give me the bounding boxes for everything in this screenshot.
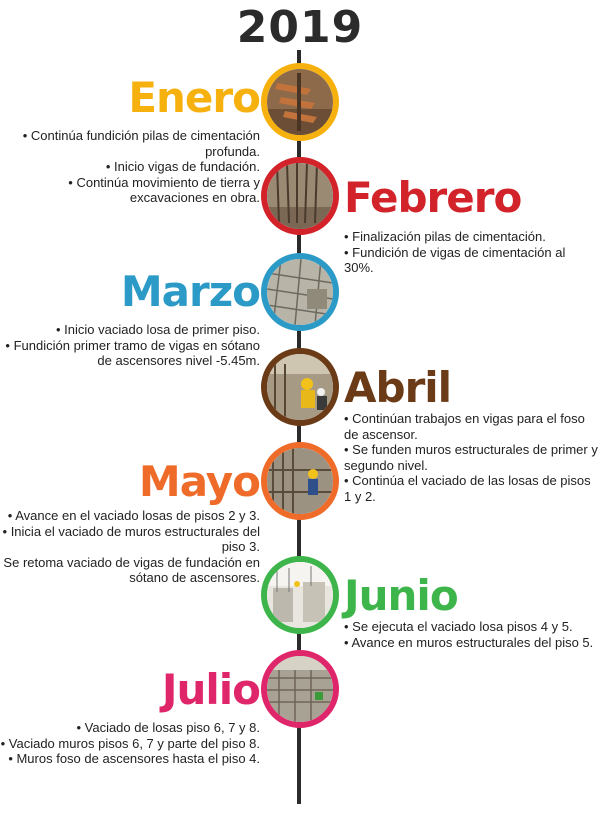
desc-item: • Inicia el vaciado de muros estructural… [2, 523, 260, 555]
month-desc-enero: • Continúa fundición pilas de cimentació… [0, 128, 260, 206]
month-desc-febrero: • Finalización pilas de cimentación. • F… [344, 229, 594, 276]
month-title-abril: Abril [344, 363, 452, 412]
month-title-junio: Junio [344, 571, 459, 620]
desc-item: • Continúa fundición pilas de cimentació… [22, 128, 260, 159]
desc-item: • Vaciado muros pisos 6, 7 y parte del p… [0, 735, 260, 751]
month-title-enero: Enero [128, 73, 261, 122]
desc-item: • Continúan trabajos en vigas para el fo… [344, 411, 585, 442]
desc-item: • Muros foso de ascensores hasta el piso… [8, 751, 260, 766]
month-photo-marzo [261, 253, 339, 331]
desc-item: • Vaciado de losas piso 6, 7 y 8. [76, 720, 260, 735]
desc-item: • Inicio vaciado losa de primer piso. [56, 322, 260, 337]
desc-item: • Finalización pilas de cimentación. [344, 229, 546, 244]
month-title-julio: Julio [161, 665, 261, 714]
month-photo-julio [261, 650, 339, 728]
desc-item: • Continúa movimiento de tierra y excava… [68, 174, 260, 206]
desc-item: • Avance en muros estructurales del piso… [344, 634, 594, 650]
month-title-marzo: Marzo [120, 267, 261, 316]
month-title-febrero: Febrero [344, 173, 522, 222]
desc-item: • Continúa el vaciado de las losas de pi… [344, 473, 591, 504]
month-photo-febrero [261, 157, 339, 235]
desc-item: • Avance en el vaciado losas de pisos 2 … [7, 508, 260, 523]
month-desc-junio: • Se ejecuta el vaciado losa pisos 4 y 5… [344, 619, 594, 650]
desc-item: • Fundición de vigas de cimentación al 3… [344, 244, 566, 276]
month-photo-mayo [261, 442, 339, 520]
desc-item: • Inicio vigas de fundación. [105, 159, 260, 174]
month-desc-mayo: • Avance en el vaciado losas de pisos 2 … [0, 508, 260, 586]
month-title-mayo: Mayo [138, 457, 261, 506]
month-photo-abril [261, 348, 339, 426]
desc-item: • Se ejecuta el vaciado losa pisos 4 y 5… [344, 619, 573, 634]
month-desc-marzo: • Inicio vaciado losa de primer piso. • … [0, 322, 260, 369]
month-photo-enero [261, 63, 339, 141]
desc-item: • Se funden muros estructurales de prime… [344, 442, 598, 473]
year-title: 2019 [236, 2, 364, 53]
desc-item: • Se retoma vaciado de vigas de fundació… [0, 554, 260, 586]
month-desc-abril: • Continúan trabajos en vigas para el fo… [344, 411, 600, 504]
month-photo-junio [261, 556, 339, 634]
desc-item: • Fundición primer tramo de vigas en sót… [5, 337, 260, 369]
timeline-line [297, 50, 301, 804]
month-desc-julio: • Vaciado de losas piso 6, 7 y 8. • Vaci… [0, 720, 260, 767]
